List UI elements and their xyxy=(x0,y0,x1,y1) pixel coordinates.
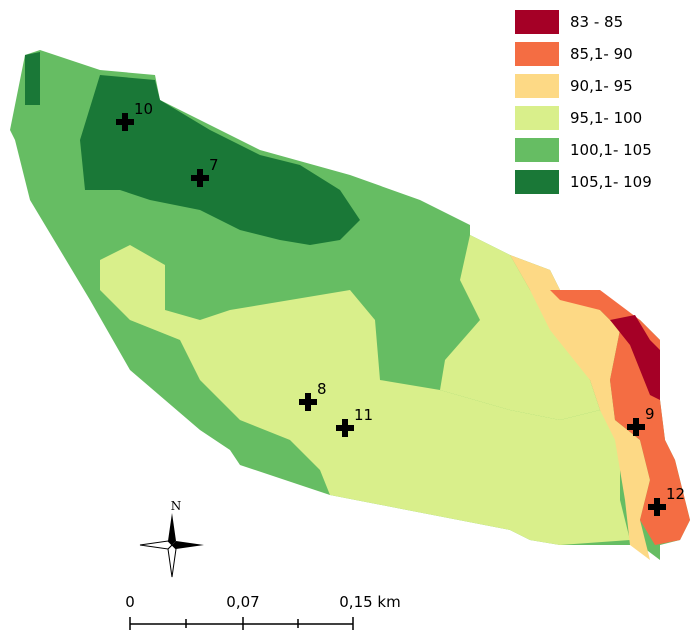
legend-label: 95,1- 100 xyxy=(570,109,642,127)
legend-label: 90,1- 95 xyxy=(570,77,633,95)
legend: 83 - 85 85,1- 90 90,1- 95 95,1- 100 100,1- 1… xyxy=(515,10,652,194)
point-label: 10 xyxy=(134,100,153,118)
north-arrow-needle xyxy=(172,541,204,549)
point-label: 11 xyxy=(354,406,373,424)
north-arrow-needle xyxy=(139,540,173,550)
zone xyxy=(80,75,360,245)
legend-swatch xyxy=(515,106,559,130)
point-marker xyxy=(299,393,317,411)
zone xyxy=(510,255,650,560)
zone xyxy=(440,235,600,420)
point-label: 12 xyxy=(666,485,685,503)
legend-label: 83 - 85 xyxy=(570,13,623,31)
legend-swatch xyxy=(515,170,559,194)
zone xyxy=(610,315,660,400)
points: 10 7 8 11 9 12 xyxy=(116,100,685,516)
north-label: N xyxy=(171,499,182,513)
point-marker xyxy=(116,113,134,131)
north-arrow-needle xyxy=(168,513,176,545)
legend-swatch xyxy=(515,138,559,162)
legend-label: 100,1- 105 xyxy=(570,141,652,159)
point-marker xyxy=(627,418,645,436)
legend-label: 105,1- 109 xyxy=(570,173,652,191)
north-arrow: N xyxy=(139,499,204,578)
legend-label: 85,1- 90 xyxy=(570,45,633,63)
point-label: 7 xyxy=(209,156,219,174)
zones xyxy=(10,50,690,560)
point-label: 9 xyxy=(645,405,655,423)
point-marker xyxy=(191,169,209,187)
point-label: 8 xyxy=(317,380,327,398)
north-arrow-needle xyxy=(167,544,177,578)
scale-label: 0 xyxy=(125,593,135,611)
scale-bar xyxy=(129,617,354,630)
zone xyxy=(100,245,630,545)
point-marker xyxy=(648,498,666,516)
legend-swatch xyxy=(515,10,559,34)
legend-swatch xyxy=(515,74,559,98)
zone xyxy=(25,52,40,105)
scale-label: 0,07 xyxy=(226,593,259,611)
point-marker xyxy=(336,419,354,437)
scale-label: 0,15 km xyxy=(339,593,400,611)
legend-swatch xyxy=(515,42,559,66)
